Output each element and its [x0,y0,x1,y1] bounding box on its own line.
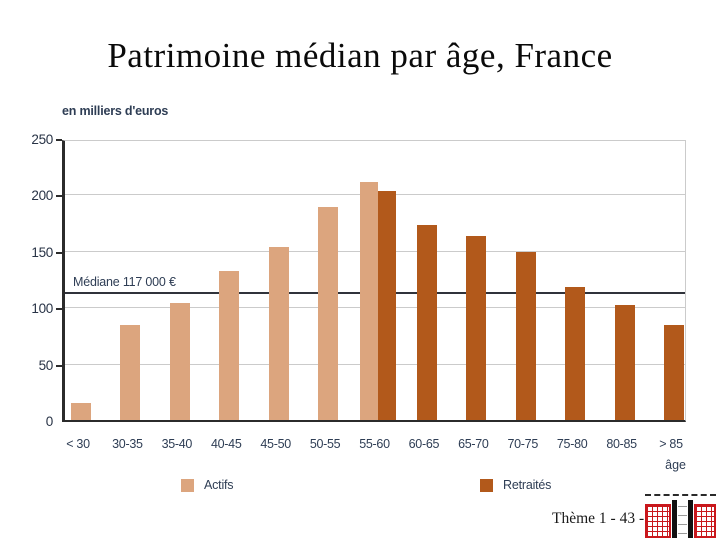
ytick-mark-200 [56,195,62,198]
plot-area: Médiane 117 000 € [62,140,686,422]
bar-retraits-70-75 [515,251,536,420]
logo-middle-floors [678,506,687,538]
xtick-label-30-35: 30-35 [112,437,143,451]
bar-actifs-35-40 [169,302,190,420]
xtick-label-75-80: 75-80 [556,437,588,451]
ytick-label-100: 100 [31,301,53,317]
logo-buildings [645,500,718,538]
red-buildings-logo [645,494,718,538]
xtick-label-70-75: 70-75 [507,437,539,451]
legend-item-retraites: Retraités [480,478,551,492]
bar-actifs-55-60 [359,182,378,420]
logo-black-column [672,500,677,538]
ytick-label-250: 250 [31,132,53,147]
ytick-mark-50 [56,364,62,367]
ytick-label-200: 200 [31,188,53,204]
bar-actifs-40-45 [219,271,240,420]
logo-left-building [645,504,671,538]
xtick-label-65-70: 65-70 [458,437,489,451]
slide-page-number: Thème 1 - 43 - [552,510,645,527]
median-annotation: Médiane 117 000 € [73,274,176,289]
ytick-mark-250 [56,139,62,141]
xtick-label-80-85: 80-85 [606,437,637,451]
xtick-label-40-45: 40-45 [211,437,242,451]
xtick-label-45-50: 45-50 [260,437,291,451]
legend-item-actifs: Actifs [181,478,234,492]
bar-retraits->85 [664,325,684,420]
xtick-label-60-65: 60-65 [408,437,440,451]
bar-retraits-65-70 [466,236,487,420]
xtick-label->85: > 85 [659,437,683,451]
legend-label-actifs: Actifs [204,478,234,492]
legend-swatch-retraites [480,478,493,492]
xtick-label-55-60: 55-60 [359,437,390,451]
legend-swatch-actifs [181,478,194,492]
page-title: Patrimoine médian par âge, France [107,36,613,75]
logo-black-column [688,500,693,538]
xtick-label-<30: < 30 [66,437,90,451]
bar-actifs-45-50 [268,247,289,420]
ytick-mark-150 [56,251,62,254]
ytick-label-150: 150 [31,244,53,260]
bar-actifs-<30 [71,403,91,420]
bar-retraits-80-85 [614,304,635,420]
y-axis-units-label: en milliers d'euros [62,104,169,118]
ytick-label-0: 0 [45,414,54,429]
bar-retraits-55-60 [377,191,396,420]
bar-retraits-75-80 [565,286,586,420]
legend-label-retraites: Retraités [503,478,552,492]
logo-right-building [694,504,716,538]
ytick-label-50: 50 [38,357,54,373]
xtick-label-50-55: 50-55 [309,437,341,451]
bar-actifs-30-35 [120,325,141,420]
ytick-mark-100 [56,308,62,311]
x-axis-label: âge [665,458,686,472]
bar-actifs-50-55 [318,206,339,420]
logo-dashed-line [645,494,716,496]
xtick-label-35-40: 35-40 [161,437,193,451]
bar-retraits-60-65 [416,224,437,420]
